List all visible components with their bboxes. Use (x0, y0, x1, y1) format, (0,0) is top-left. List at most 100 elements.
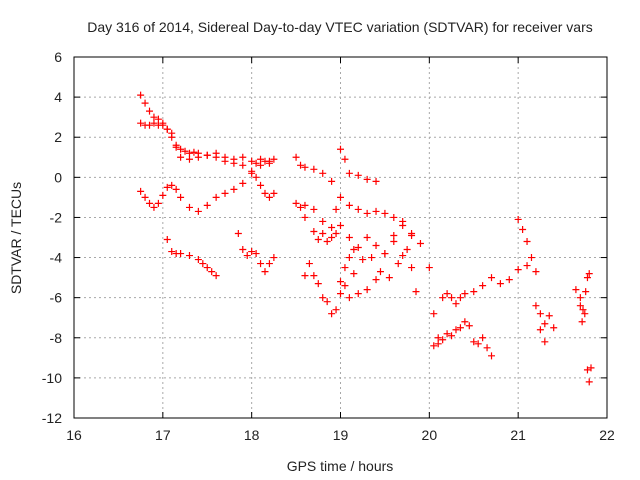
data-point (399, 252, 407, 260)
data-point (265, 260, 273, 268)
data-point (479, 282, 487, 290)
data-point (203, 264, 211, 272)
series-track-p (576, 270, 593, 314)
series-track-k (430, 318, 496, 360)
data-point (177, 193, 185, 201)
data-point (314, 280, 322, 288)
data-point (354, 290, 362, 298)
data-point (185, 155, 193, 163)
data-point (505, 276, 513, 284)
data-point (363, 209, 371, 217)
data-point (328, 234, 336, 241)
data-point (443, 330, 451, 338)
series-track-d (163, 236, 220, 280)
data-point (159, 121, 167, 129)
data-point (177, 250, 185, 258)
data-point (376, 268, 384, 276)
data-point (519, 225, 527, 233)
data-point (363, 286, 371, 294)
data-point (532, 302, 540, 310)
data-point (341, 282, 349, 290)
y-tick-label: 4 (54, 89, 62, 105)
data-point (185, 203, 193, 211)
data-point (550, 324, 558, 332)
data-point (261, 189, 269, 197)
data-point (292, 153, 300, 161)
data-point (403, 246, 411, 254)
data-point (496, 280, 504, 288)
data-point (372, 242, 380, 250)
data-point (578, 318, 586, 326)
data-point (301, 213, 309, 221)
data-point (310, 227, 318, 235)
data-point (488, 274, 496, 282)
data-point (230, 185, 238, 193)
data-point (194, 207, 202, 215)
data-point (345, 234, 353, 241)
data-point (252, 173, 260, 181)
data-point (181, 147, 189, 155)
data-point (146, 199, 154, 207)
series-track-j (337, 217, 416, 302)
data-point (194, 153, 202, 161)
data-point (314, 236, 322, 244)
data-point (536, 310, 544, 318)
data-point (350, 246, 358, 254)
data-point (137, 119, 145, 127)
series-track-h (301, 213, 420, 296)
data-point (456, 324, 464, 332)
data-point (345, 254, 353, 262)
data-point (328, 310, 336, 318)
data-point (292, 199, 300, 207)
x-tick-label: 21 (510, 427, 526, 443)
data-point (332, 205, 340, 213)
data-point (257, 161, 265, 169)
y-axis-label: SDTVAR / TECUs (8, 182, 24, 294)
data-point (354, 244, 362, 252)
data-point (541, 320, 549, 328)
data-point (297, 203, 305, 211)
data-point (439, 294, 447, 302)
data-point (328, 177, 336, 185)
series-track-c (137, 155, 278, 215)
data-point (483, 344, 491, 352)
y-tick-label: 0 (54, 169, 62, 185)
data-point (301, 272, 309, 280)
data-point (177, 145, 185, 153)
data-point (332, 229, 340, 237)
y-tick-label: -4 (50, 250, 63, 266)
data-point (319, 294, 327, 302)
data-point (456, 294, 464, 302)
data-point (270, 155, 278, 163)
data-point (168, 129, 176, 137)
data-point (345, 169, 353, 177)
axis-ticks: 16 17 18 19 20 21 22 -12 -10 -8 -6 -4 -2 0 2 4 6 (42, 49, 615, 443)
data-point (479, 334, 487, 342)
data-point (172, 143, 180, 151)
series-track-o (572, 286, 595, 386)
data-point (408, 264, 416, 272)
data-point (488, 352, 496, 360)
data-point (576, 294, 584, 302)
data-point (234, 229, 242, 237)
data-point (461, 290, 469, 298)
data-point (221, 157, 229, 165)
data-point (536, 326, 544, 334)
data-point (372, 207, 380, 215)
data-point (310, 205, 318, 213)
data-point (323, 298, 331, 306)
data-point (239, 179, 247, 187)
data-point (514, 215, 522, 223)
grid-lines (74, 57, 607, 418)
y-tick-label: -12 (42, 410, 62, 426)
y-tick-label: -2 (50, 209, 63, 225)
data-point (372, 276, 380, 284)
data-point (203, 201, 211, 209)
data-point (146, 107, 154, 115)
data-point (345, 294, 353, 302)
data-point (465, 322, 473, 330)
series-track-l (439, 262, 540, 308)
data-point (408, 231, 416, 239)
data-point (448, 332, 456, 340)
